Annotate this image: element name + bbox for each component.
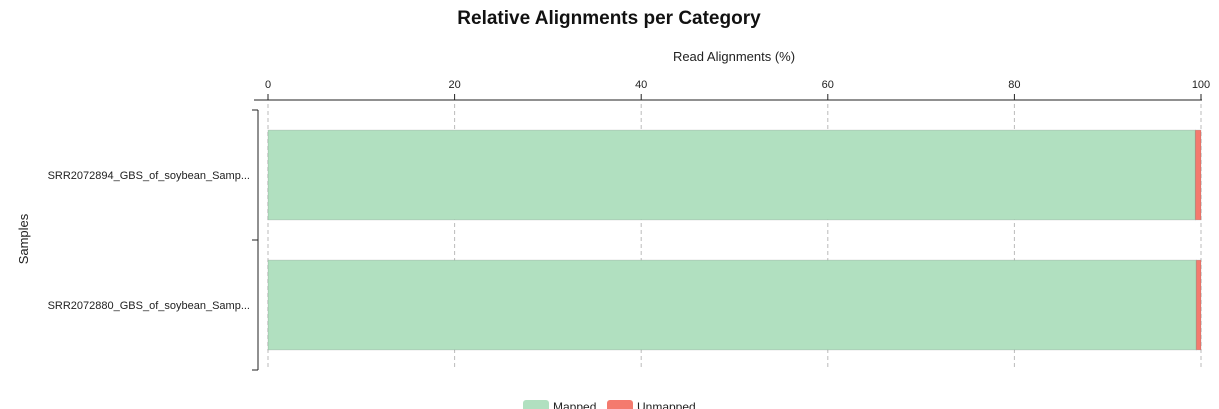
y-category-label: SRR2072894_GBS_of_soybean_Samp... (48, 170, 250, 182)
legend-swatch (607, 400, 633, 409)
chart-title: Relative Alignments per Category (457, 8, 761, 29)
x-tick-label: 100 (1192, 79, 1210, 91)
y-axis-label: Samples (16, 213, 31, 264)
bar-segment-unmapped[interactable] (1195, 259, 1202, 351)
legend-label: Mapped (553, 400, 596, 409)
x-tick-label: 80 (1008, 79, 1020, 91)
legend: Mapped Unmapped (523, 400, 696, 409)
x-tick-label: 40 (635, 79, 647, 91)
bars (267, 129, 1202, 351)
bar-segment-mapped[interactable] (267, 129, 1196, 221)
legend-swatch (523, 400, 549, 409)
legend-label: Unmapped (637, 400, 696, 409)
x-tick-label: 0 (265, 79, 271, 91)
bar-segment-unmapped[interactable] (1194, 129, 1202, 221)
y-category-label: SRR2072880_GBS_of_soybean_Samp... (48, 300, 250, 312)
bar-segment-mapped[interactable] (267, 259, 1197, 351)
x-tick-label: 60 (822, 79, 834, 91)
x-axis-label: Read Alignments (%) (673, 49, 795, 64)
x-tick-label: 20 (448, 79, 460, 91)
axes: 0 20 40 60 80 100 SRR2072894_GBS_of_soybean_Sa… (48, 79, 1210, 371)
